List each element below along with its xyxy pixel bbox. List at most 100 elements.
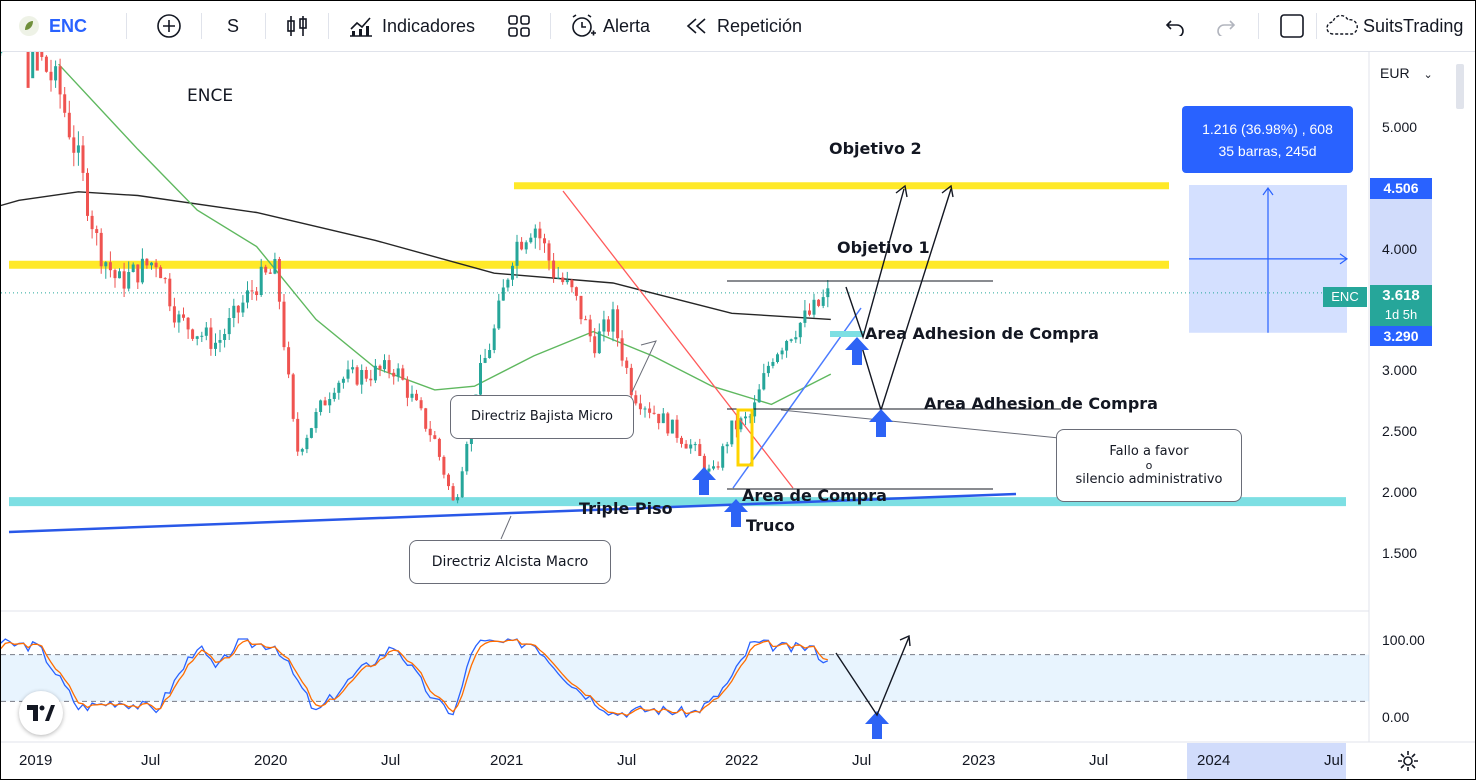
- candle-down: [287, 347, 291, 375]
- chevron-down-icon: ⌄: [1423, 69, 1433, 81]
- candle-up: [794, 337, 798, 340]
- price-tick: 2.000: [1382, 484, 1418, 500]
- candle-down: [191, 329, 195, 339]
- time-tick: Jul: [617, 752, 637, 769]
- candle-up: [300, 449, 304, 452]
- candle-up: [670, 419, 674, 434]
- toolbar-divider: [1316, 13, 1317, 39]
- candle-down: [684, 443, 688, 449]
- layouts-button[interactable]: [507, 1, 531, 51]
- undo-button[interactable]: [1164, 1, 1186, 51]
- rewind-icon: [686, 18, 706, 34]
- candle-down: [113, 270, 117, 279]
- directriz-bajista-micro-line: [562, 190, 794, 489]
- candle-down: [437, 438, 441, 457]
- candle-up: [360, 370, 364, 385]
- top-toolbar: ENC S Indicadores Alerta Repetición: [1, 1, 1475, 52]
- interval-label: S: [227, 15, 240, 36]
- interval-button[interactable]: S: [227, 1, 239, 51]
- candle-down: [264, 266, 268, 273]
- candle-up: [506, 279, 510, 288]
- candle-up: [232, 305, 236, 318]
- candle-down: [81, 145, 85, 173]
- stoch-d-line: [1, 638, 828, 717]
- measure-label: 1.216 (36.98%) , 608 35 barras, 245d: [1182, 106, 1353, 173]
- time-range-highlight: [1187, 743, 1346, 779]
- replay-button[interactable]: Repetición: [685, 1, 802, 51]
- candle-up: [195, 336, 199, 339]
- chart-type-button[interactable]: [285, 1, 309, 51]
- adhesion-2-label: Area Adhesion de Compra: [924, 394, 1158, 413]
- candle-up: [150, 262, 153, 266]
- indicators-button[interactable]: Indicadores: [348, 1, 475, 51]
- candle-down: [49, 71, 53, 81]
- toolbar-divider: [328, 13, 329, 39]
- candle-up: [762, 373, 766, 390]
- candle-down: [163, 278, 167, 280]
- candle-up: [200, 335, 204, 337]
- redo-button[interactable]: [1215, 1, 1237, 51]
- candle-up: [218, 340, 222, 343]
- candle-up: [396, 368, 400, 377]
- candle-up: [785, 341, 789, 351]
- candle-up: [661, 413, 665, 424]
- candle-down: [638, 403, 642, 410]
- candle-down: [72, 137, 76, 153]
- candle-down: [44, 56, 48, 72]
- candle-down: [99, 232, 103, 267]
- candle-up: [54, 66, 58, 81]
- account-button[interactable]: SuitsTrading: [1325, 1, 1463, 51]
- fallo-callout: Fallo a favor o silencio administrativo: [1056, 429, 1242, 502]
- candle-up: [1, 52, 3, 54]
- candle-up: [314, 412, 318, 429]
- candle-down: [442, 456, 446, 475]
- candle-down: [136, 264, 140, 283]
- candle-down: [250, 290, 254, 292]
- settings-gear-icon[interactable]: [1397, 750, 1419, 772]
- candle-down: [543, 238, 546, 244]
- time-tick: Jul: [852, 752, 872, 769]
- time-tick: 2021: [490, 752, 524, 769]
- price-tick: 2.500: [1382, 423, 1418, 439]
- candle-down: [570, 280, 574, 288]
- candle-down: [168, 278, 172, 307]
- measure-arrow-right: [1339, 253, 1349, 265]
- candle-up: [465, 444, 469, 472]
- candle-up: [556, 277, 560, 279]
- candle-down: [593, 336, 597, 354]
- fullscreen-button[interactable]: [1279, 1, 1305, 51]
- candle-down: [561, 277, 565, 283]
- arrow-head: [895, 184, 908, 198]
- chart-canvas[interactable]: [1, 52, 1475, 779]
- candle-down: [424, 408, 428, 429]
- tradingview-logo-icon[interactable]: [19, 691, 63, 735]
- candle-down: [817, 299, 821, 306]
- candle-up: [776, 354, 779, 362]
- toolbar-divider: [126, 13, 127, 39]
- candle-down: [209, 327, 213, 349]
- candle-down: [680, 437, 683, 444]
- candle-up: [246, 290, 249, 303]
- compare-button[interactable]: [156, 1, 182, 51]
- candle-up: [529, 237, 533, 243]
- measure-line-1: 1.216 (36.98%) , 608: [1202, 120, 1333, 137]
- candle-down: [364, 370, 368, 379]
- candle-down: [584, 319, 588, 321]
- symbol-button[interactable]: ENC: [19, 1, 87, 51]
- candle-down: [606, 319, 610, 332]
- candle-down: [579, 295, 583, 320]
- time-tick: Jul: [1324, 752, 1344, 769]
- candle-up: [812, 299, 816, 315]
- measure-arrow-up: [1262, 186, 1274, 196]
- objetivo-2-label: Objetivo 2: [829, 139, 922, 158]
- scrollbar-handle[interactable]: [1456, 64, 1464, 109]
- last-price: 3.618: [1382, 287, 1420, 304]
- candle-up: [332, 392, 336, 399]
- currency-selector[interactable]: EUR ⌄: [1380, 65, 1433, 81]
- price-tick: 4.000: [1382, 241, 1418, 257]
- candle-down: [552, 260, 556, 278]
- time-tick: Jul: [141, 752, 161, 769]
- alert-button[interactable]: Alerta: [569, 1, 650, 51]
- candle-up: [140, 258, 144, 283]
- symbol-label: ENC: [49, 15, 88, 36]
